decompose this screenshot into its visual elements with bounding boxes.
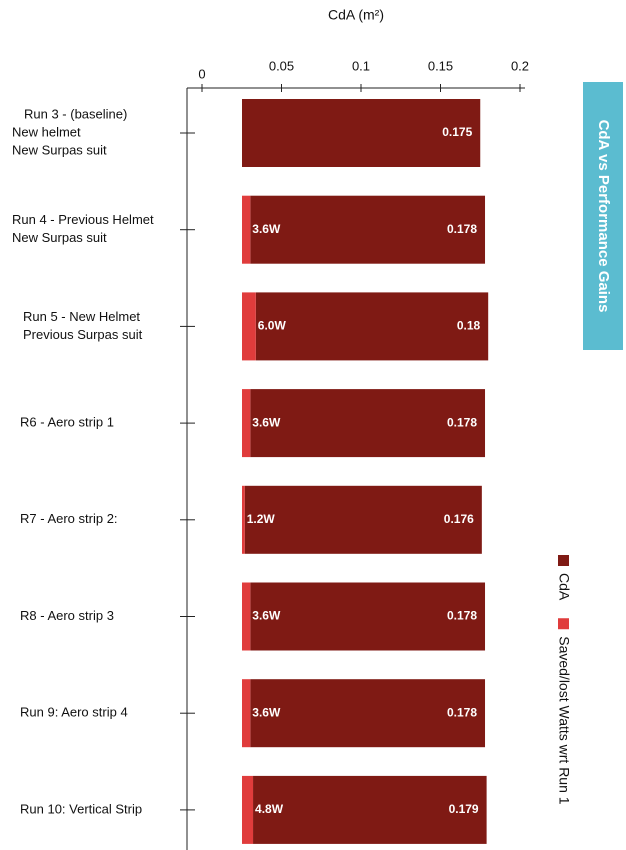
y-tick-label: New helmet xyxy=(12,124,81,139)
watts-bar xyxy=(242,582,251,651)
legend-label: CdA xyxy=(556,573,572,601)
watts-bar xyxy=(242,679,251,748)
value-label: 0.178 xyxy=(447,415,477,429)
watts-bar xyxy=(242,195,251,264)
y-tick-label: R6 - Aero strip 1 xyxy=(20,415,114,430)
y-tick-label: New Surpas suit xyxy=(12,142,107,157)
y-tick-label: New Surpas suit xyxy=(12,230,107,245)
y-tick-label: Run 3 - (baseline) xyxy=(24,106,127,121)
bar xyxy=(255,292,489,361)
side-title: CdA vs Performance Gains xyxy=(595,120,612,313)
y-tick-label: Run 9: Aero strip 4 xyxy=(20,705,128,720)
value-label: 0.178 xyxy=(447,609,477,623)
legend-swatch xyxy=(558,555,569,566)
x-tick-label: 0 xyxy=(198,66,205,81)
value-label: 0.175 xyxy=(442,125,472,139)
value-label: 0.176 xyxy=(444,512,474,526)
watts-label: 1.2W xyxy=(247,512,276,526)
y-tick-label: R7 - Aero strip 2: xyxy=(20,511,118,526)
x-tick-label: 0.05 xyxy=(269,58,294,73)
x-tick-label: 0.15 xyxy=(428,58,453,73)
bar xyxy=(253,775,487,844)
chart-title: CdA (m²) xyxy=(328,7,384,23)
value-label: 0.178 xyxy=(447,222,477,236)
y-tick-label: Run 10: Vertical Strip xyxy=(20,801,142,816)
legend: CdA Saved/lost Watts wrt Run 1 xyxy=(556,555,572,805)
bar xyxy=(242,99,481,167)
watts-label: 3.6W xyxy=(252,415,281,429)
watts-bar xyxy=(242,292,256,361)
watts-label: 3.6W xyxy=(252,222,281,236)
watts-bar xyxy=(242,485,245,554)
bar xyxy=(250,389,486,458)
bar xyxy=(250,582,486,651)
watts-label: 4.8W xyxy=(255,802,284,816)
x-tick-label: 0.2 xyxy=(511,58,529,73)
x-tick-label: 0.1 xyxy=(352,58,370,73)
y-tick-label: Previous Surpas suit xyxy=(23,327,143,342)
y-tick-label: Run 4 - Previous Helmet xyxy=(12,212,154,227)
value-label: 0.18 xyxy=(457,319,481,333)
bar xyxy=(250,195,486,264)
legend-label: Saved/lost Watts wrt Run 1 xyxy=(556,636,572,805)
y-tick-label: Run 5 - New Helmet xyxy=(23,309,140,324)
watts-bar xyxy=(242,389,251,458)
watts-bar xyxy=(242,775,254,844)
value-label: 0.178 xyxy=(447,705,477,719)
bar xyxy=(250,679,486,748)
watts-label: 3.6W xyxy=(252,705,281,719)
side-title-box xyxy=(583,82,623,350)
value-label: 0.179 xyxy=(449,802,479,816)
bar xyxy=(244,485,482,554)
y-tick-label: R8 - Aero strip 3 xyxy=(20,608,114,623)
watts-label: 3.6W xyxy=(252,609,281,623)
legend-swatch xyxy=(558,618,569,630)
watts-label: 6.0W xyxy=(258,319,287,333)
